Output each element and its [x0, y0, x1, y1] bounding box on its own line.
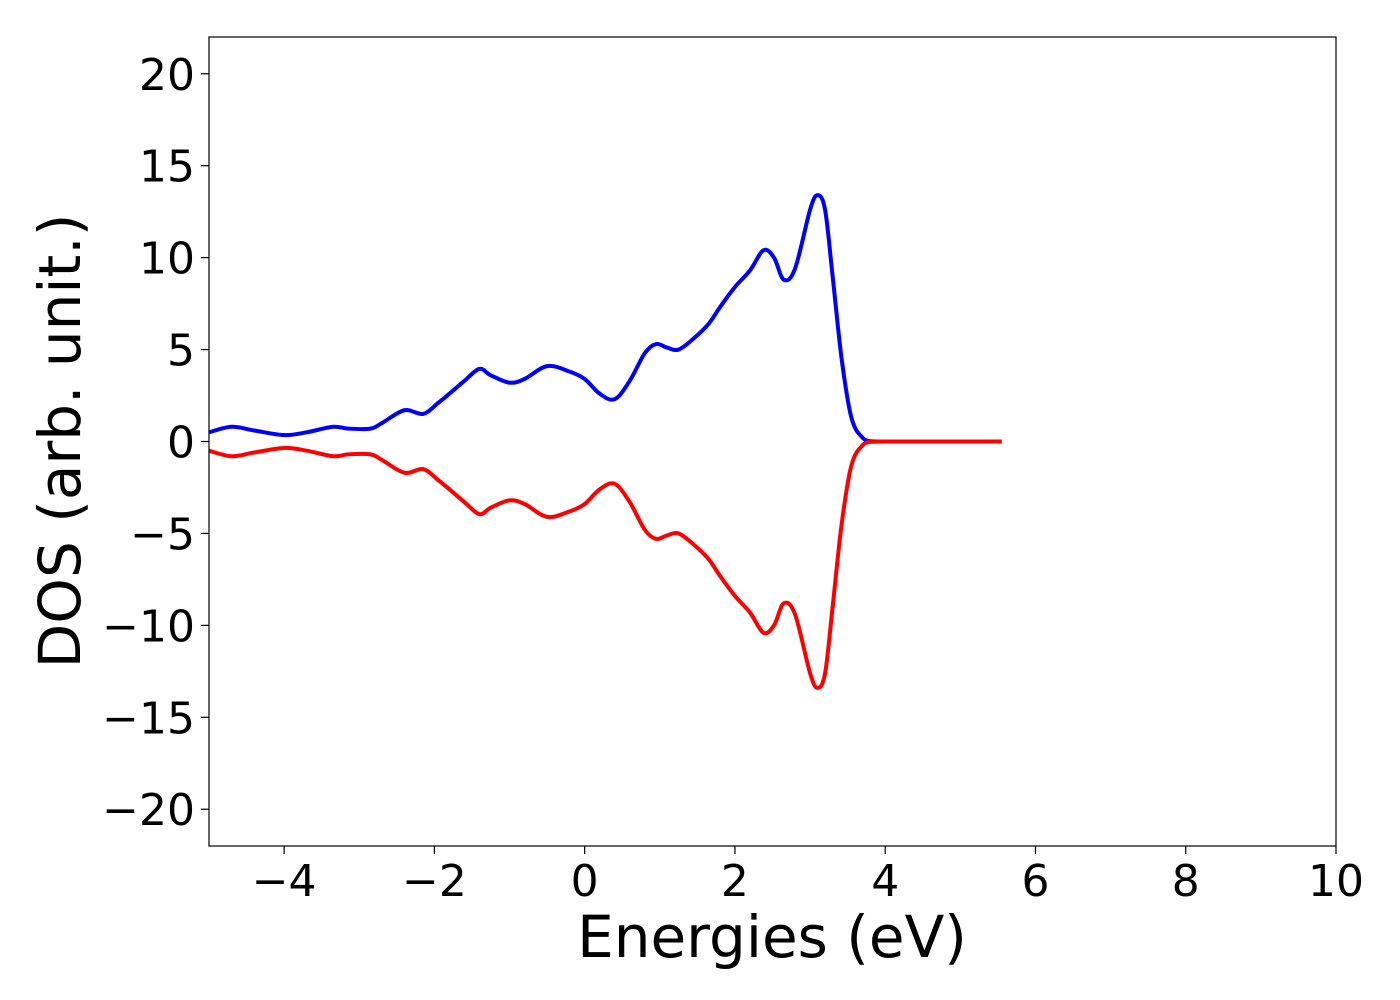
- x-tick-label: −2: [402, 856, 467, 907]
- y-tick-label: −5: [130, 509, 195, 560]
- y-tick-label: 20: [139, 50, 195, 101]
- series-layer: [209, 193, 1002, 690]
- y-tick-label: −15: [102, 693, 195, 744]
- series-line-2: [209, 439, 1002, 690]
- x-tick-label: 6: [1021, 856, 1049, 907]
- x-tick-label: 10: [1308, 856, 1364, 907]
- plot-frame: [208, 36, 1337, 847]
- x-tick-label: 4: [871, 856, 899, 907]
- x-tick-label: 8: [1172, 856, 1200, 907]
- x-tick-label: 2: [721, 856, 749, 907]
- y-tick-label: −20: [102, 785, 195, 836]
- series-line-1: [209, 193, 1002, 444]
- y-tick-label: 10: [139, 234, 195, 285]
- x-axis-ticks: −4 −2 0 2 4 6 8 10: [252, 846, 1364, 907]
- y-axis-label: DOS (arb. unit.): [26, 214, 94, 669]
- y-tick-label: 5: [167, 326, 195, 377]
- x-tick-label: 0: [571, 856, 599, 907]
- x-tick-label: −4: [252, 856, 317, 907]
- x-axis-label: Energies (eV): [577, 903, 967, 971]
- y-tick-label: −10: [102, 601, 195, 652]
- y-axis-ticks: −20 −15 −10 −5 0 5 10 15 20: [102, 50, 209, 836]
- y-tick-label: 15: [139, 142, 195, 193]
- y-tick-label: 0: [167, 418, 195, 469]
